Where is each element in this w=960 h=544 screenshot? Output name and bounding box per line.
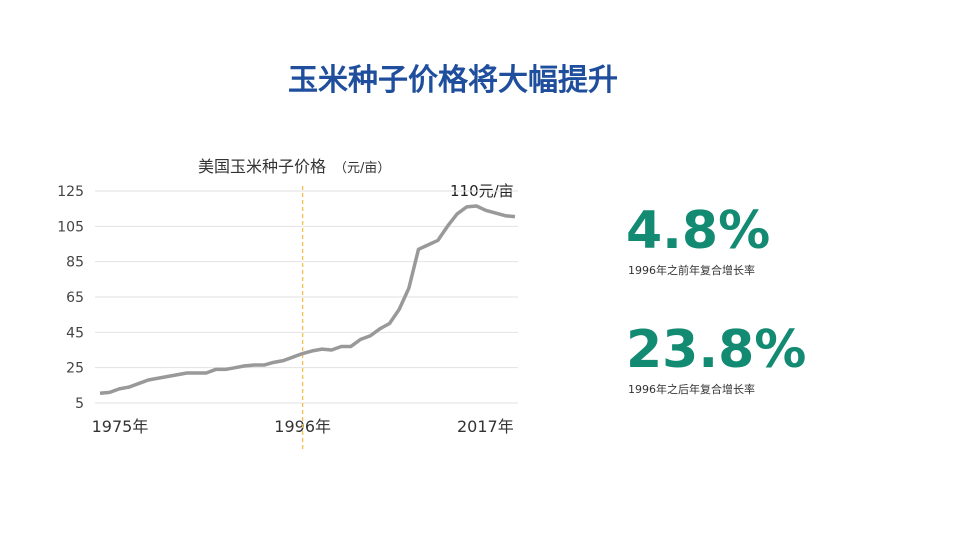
y-tick-label: 5 [75,396,84,412]
y-tick-label: 105 [57,219,84,235]
stat-value: 23.8% [626,320,806,380]
x-tick-label: 1975年 [92,417,149,436]
y-tick-label: 25 [66,361,84,377]
data-line [99,204,516,396]
chart-title-text: 美国玉米种子价格 [198,157,326,176]
page-title: 玉米种子价格将大幅提升 [288,63,618,98]
y-tick-label: 45 [66,325,84,341]
stat-caption: 1996年之前年复合增长率 [628,263,755,277]
chart-unit: （元/亩） [334,160,390,176]
y-tick-label: 85 [66,255,84,271]
y-tick-label: 125 [57,184,84,200]
y-tick-label: 65 [66,290,84,306]
stat-value: 4.8% [626,201,770,261]
chart-title: 美国玉米种子价格 （元/亩） [198,157,390,176]
stat-caption: 1996年之后年复合增长率 [628,382,755,396]
x-tick-label: 2017年 [457,417,514,436]
